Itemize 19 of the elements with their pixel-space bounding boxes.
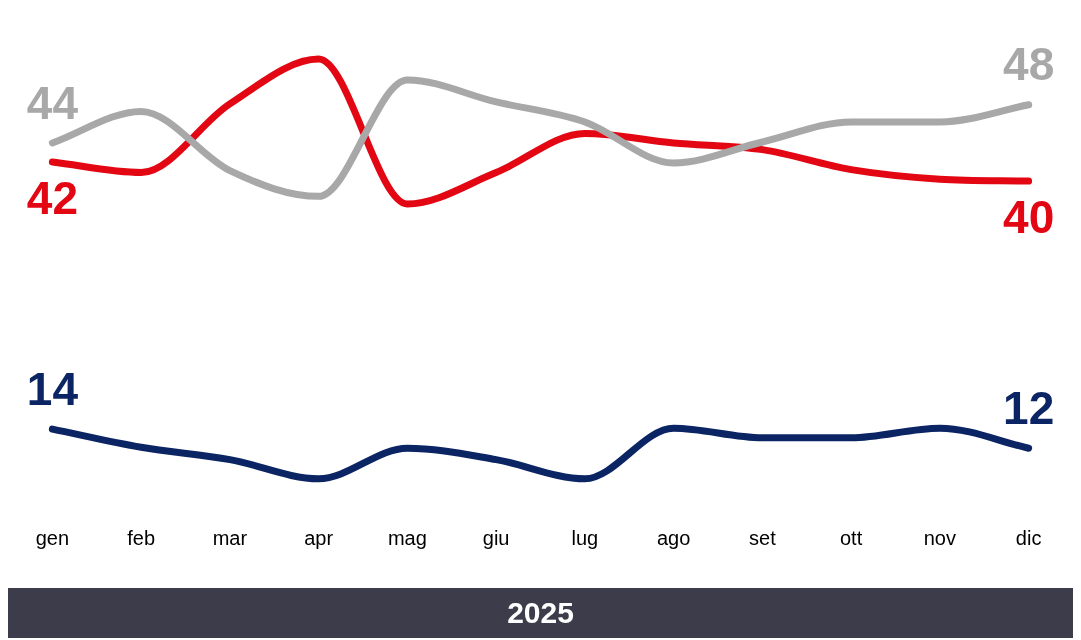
data-label: 40 — [1003, 190, 1055, 243]
x-tick-label: feb — [127, 526, 156, 549]
x-tick-label: gen — [35, 526, 70, 549]
data-label: 44 — [26, 76, 79, 129]
data-label: 48 — [1003, 38, 1055, 91]
x-tick-label: apr — [304, 526, 334, 549]
x-tick-label: lug — [571, 526, 599, 549]
x-tick-label: giu — [482, 526, 510, 549]
x-tick-label: dic — [1015, 526, 1042, 549]
x-tick-label: mag — [387, 526, 427, 549]
data-label: 12 — [1003, 381, 1055, 434]
x-tick-label: nov — [923, 526, 956, 549]
data-label: 42 — [26, 171, 78, 224]
x-axis-title: 2025 — [8, 588, 1073, 638]
x-tick-label: mar — [212, 526, 248, 549]
x-tick-label: ago — [656, 526, 691, 549]
x-tick-label: ott — [840, 526, 863, 549]
x-tick-label: set — [749, 526, 777, 549]
data-label: 14 — [26, 362, 79, 415]
